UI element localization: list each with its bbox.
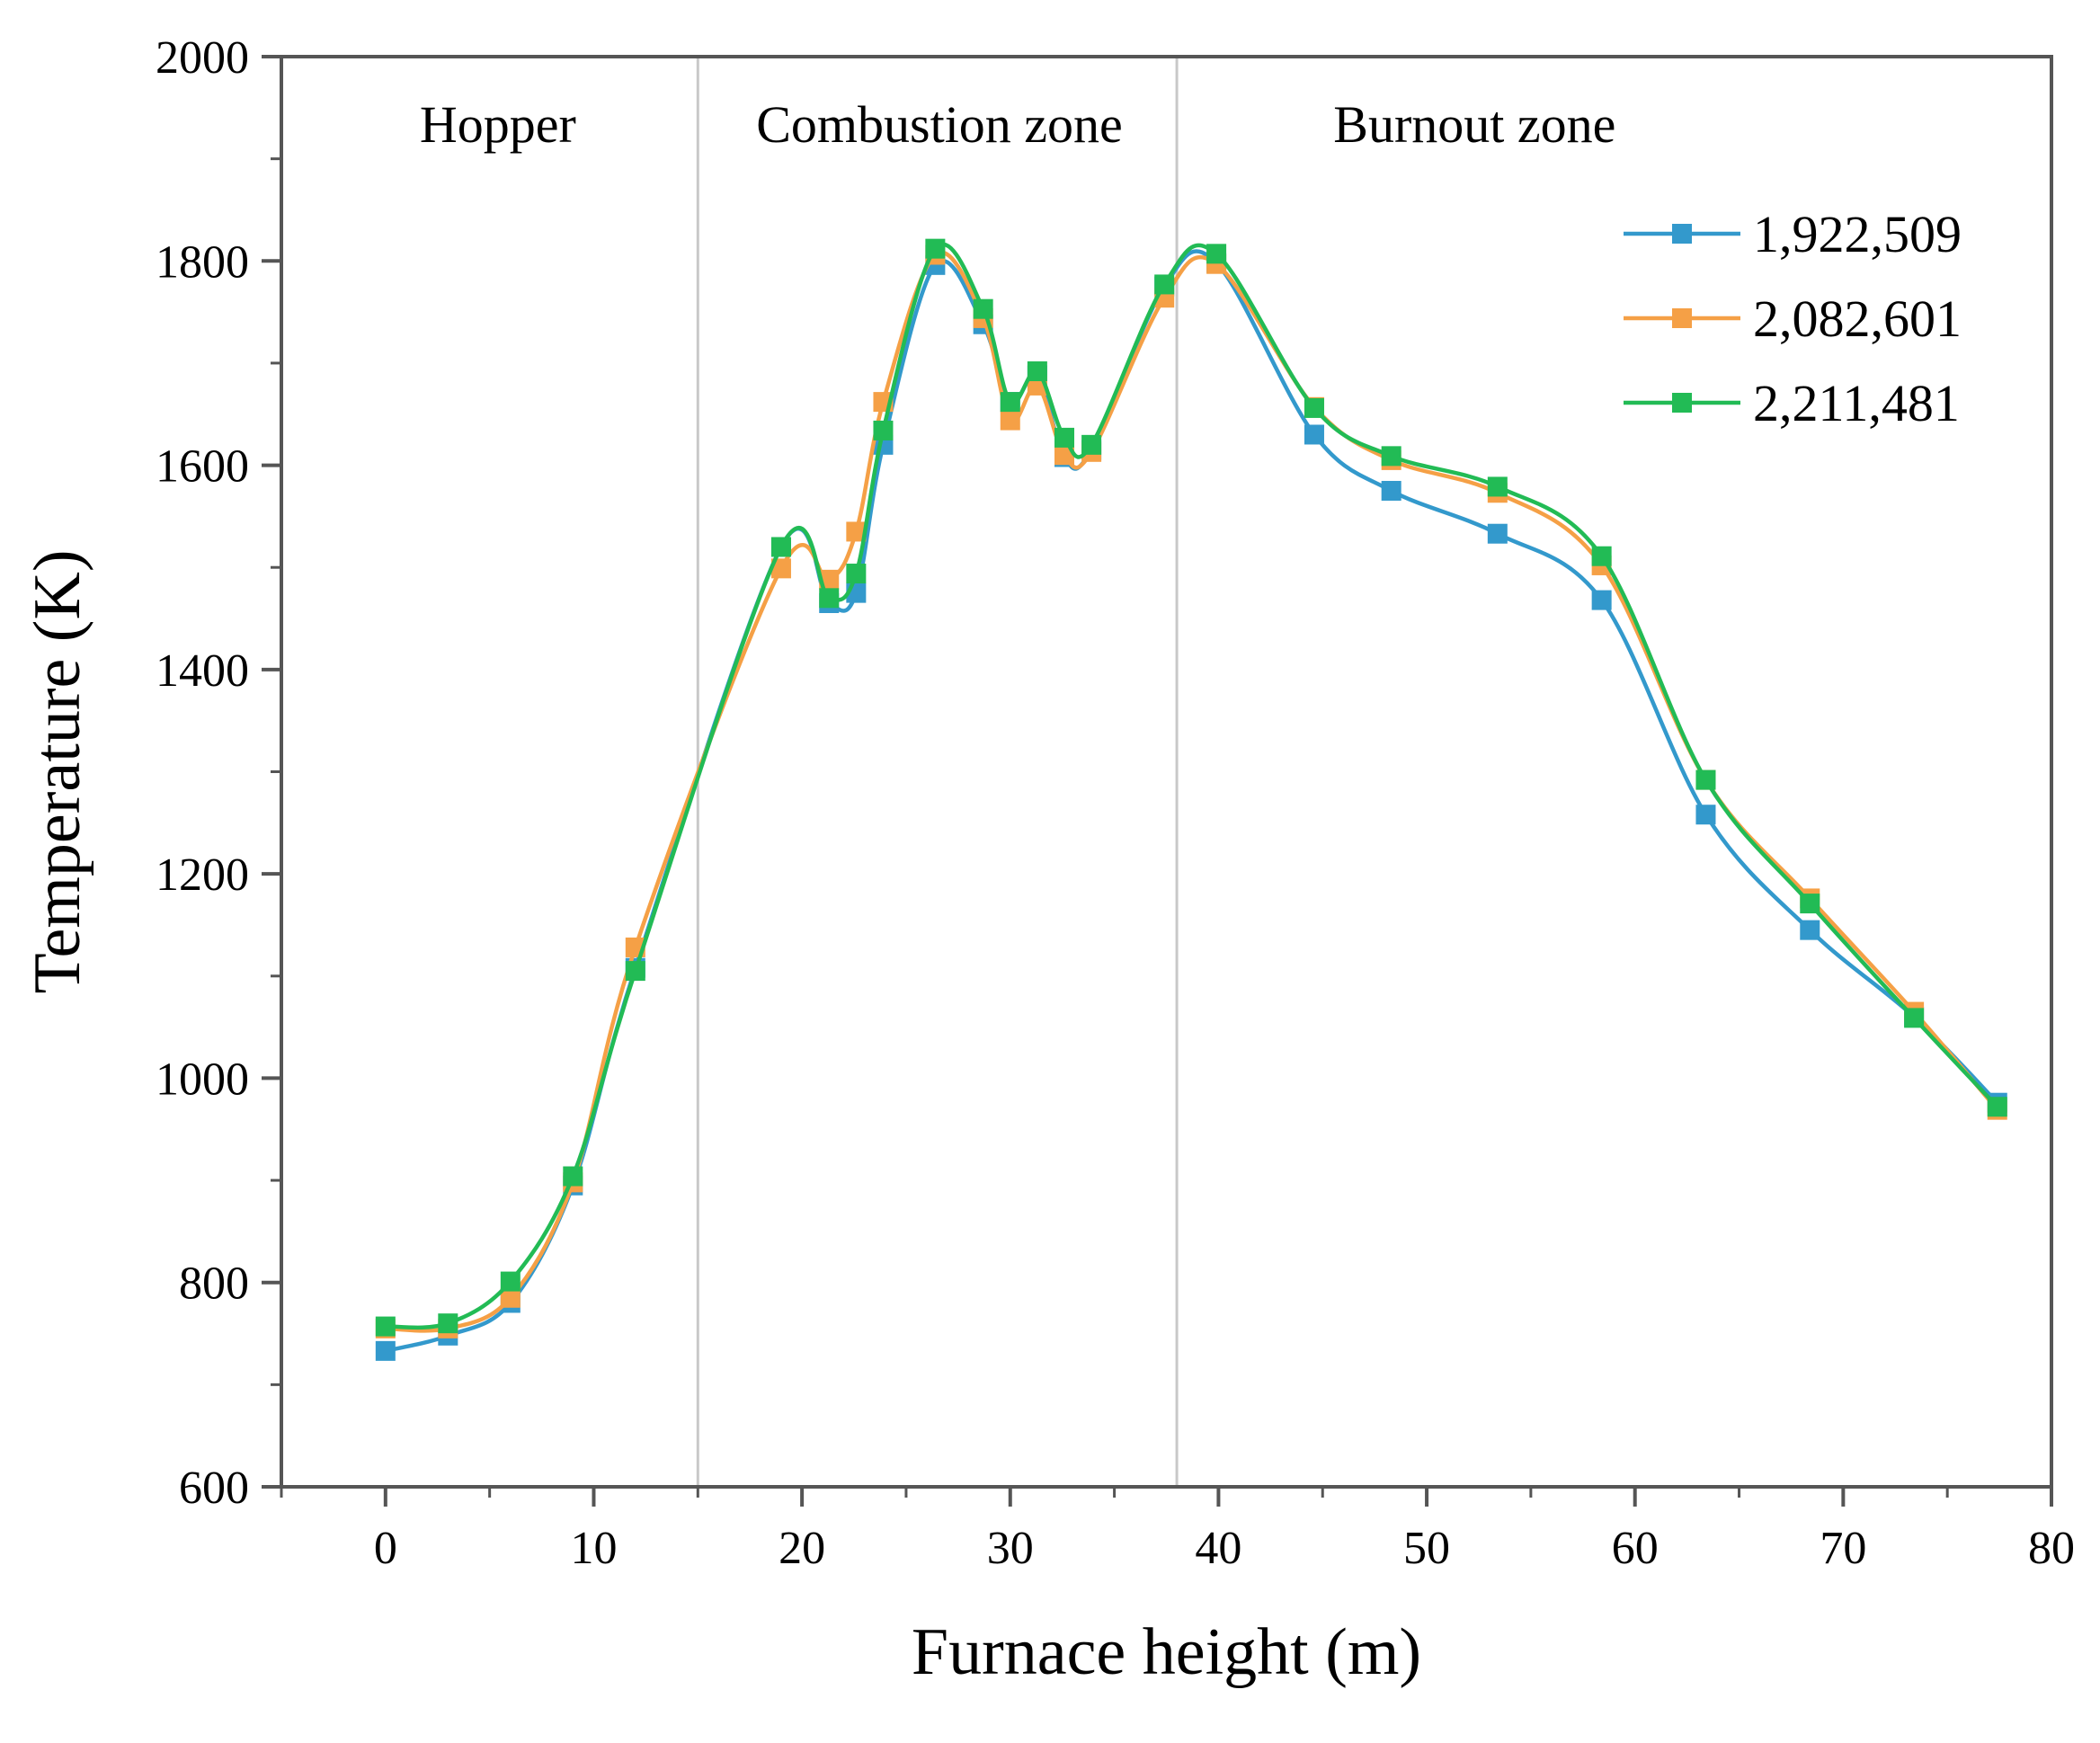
zone-labels: Hopper Combustion zone Burnout zone — [420, 95, 1615, 154]
x-tick-label: 50 — [1403, 1523, 1450, 1574]
data-point — [1304, 424, 1324, 445]
series-layer — [375, 238, 2007, 1361]
legend-label: 2,211,481 — [1753, 374, 1960, 432]
data-point — [925, 238, 946, 259]
zone-label-3: Burnout zone — [1333, 95, 1615, 154]
y-tick-label: 1000 — [156, 1054, 249, 1105]
axes: 0 10 20 30 40 50 60 70 80 600 800 1000 1200 1400 1600 1… — [156, 32, 2075, 1574]
data-point — [1695, 805, 1716, 825]
data-point — [1000, 410, 1020, 431]
data-point — [1987, 1097, 2007, 1117]
data-point — [625, 961, 645, 982]
data-point — [1000, 392, 1020, 413]
data-point — [375, 1340, 396, 1361]
data-point — [1591, 546, 1612, 566]
data-point — [1381, 480, 1401, 501]
x-tick-label: 30 — [987, 1523, 1034, 1574]
x-tick-label: 0 — [374, 1523, 397, 1574]
data-point — [1027, 361, 1047, 382]
legend-marker — [1672, 393, 1692, 413]
zone-label-2: Combustion zone — [756, 95, 1123, 154]
legend-label: 1,922,509 — [1753, 205, 1962, 263]
data-point — [1081, 434, 1102, 455]
data-point — [438, 1313, 458, 1334]
legend-marker — [1672, 308, 1692, 328]
data-point — [770, 558, 791, 579]
y-tick-label: 1400 — [156, 645, 249, 697]
data-point — [819, 588, 840, 609]
data-point — [1800, 894, 1820, 914]
data-point — [846, 564, 867, 584]
data-point — [1904, 1008, 1925, 1028]
legend-label: 2,082,601 — [1753, 289, 1962, 348]
data-point — [375, 1316, 396, 1337]
data-point — [1591, 590, 1612, 610]
y-tick-label: 1200 — [156, 849, 249, 901]
y-tick-label: 600 — [179, 1463, 249, 1514]
data-point — [973, 298, 993, 319]
series-3 — [375, 238, 2007, 1337]
x-tick-label: 10 — [570, 1523, 617, 1574]
data-point — [1381, 446, 1401, 467]
y-tick-label: 1600 — [156, 441, 249, 493]
data-point — [1695, 769, 1716, 790]
y-tick-label: 2000 — [156, 32, 249, 84]
data-point — [1304, 397, 1324, 418]
x-tick-label: 20 — [779, 1523, 825, 1574]
y-tick-label: 800 — [179, 1258, 249, 1310]
data-point — [1800, 920, 1820, 940]
data-point — [1054, 427, 1074, 448]
data-point — [770, 537, 791, 557]
legend: 1,922,509 2,082,601 2,211,481 — [1624, 205, 1962, 432]
x-axis-title: Furnace height (m) — [912, 1615, 1421, 1689]
data-point — [873, 420, 894, 440]
legend-marker — [1672, 224, 1692, 244]
y-tick-label: 1800 — [156, 236, 249, 288]
data-point — [500, 1287, 521, 1308]
data-point — [563, 1166, 583, 1187]
x-tick-label: 80 — [2028, 1523, 2075, 1574]
x-tick-label: 40 — [1195, 1523, 1241, 1574]
y-axis-title: Temperature (K) — [21, 549, 94, 993]
data-point — [500, 1271, 521, 1292]
data-point — [1487, 523, 1508, 544]
x-tick-label: 70 — [1820, 1523, 1866, 1574]
zone-label-1: Hopper — [420, 95, 576, 154]
data-point — [1206, 244, 1227, 264]
data-point — [846, 521, 867, 542]
data-point — [1487, 476, 1508, 497]
x-tick-label: 60 — [1612, 1523, 1659, 1574]
data-point — [1154, 274, 1175, 295]
